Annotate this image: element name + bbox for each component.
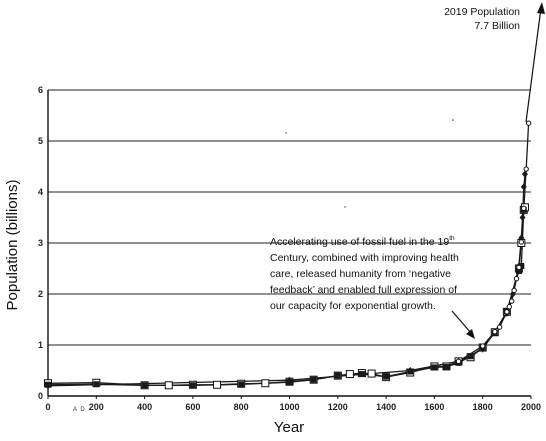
data-point-open-circle <box>492 329 498 335</box>
annotation-fossil-line-3: care, released humanity from ‘negative <box>270 268 451 280</box>
x-tick-label: 0 <box>45 402 50 412</box>
data-point-filled-square <box>93 381 100 388</box>
data-point-filled-square <box>189 382 196 389</box>
y-tick-label: 1 <box>38 340 43 350</box>
x-tick-label: 1000 <box>279 402 299 412</box>
data-point-open-circle <box>516 264 522 271</box>
y-tick-label: 5 <box>38 136 43 146</box>
x-tick-label: 2000 <box>521 402 541 412</box>
series-line-3 <box>47 174 526 387</box>
x-tick-label: 1600 <box>424 402 444 412</box>
data-point-open-circle <box>508 298 515 304</box>
data-point-open-square <box>345 370 354 379</box>
x-tick-label: 1800 <box>473 402 493 412</box>
y-tick-label: 0 <box>38 391 43 401</box>
data-point-filled-square <box>238 381 245 388</box>
annotation-2019-line-1: 2019 Population <box>444 6 520 18</box>
x-tick-label: 1200 <box>328 402 348 412</box>
data-point-filled-square <box>141 382 148 389</box>
grid-lines <box>48 89 531 346</box>
x-tick-label: 600 <box>185 402 200 412</box>
data-point-open-square <box>261 379 270 388</box>
data-point-filled-square <box>431 364 438 371</box>
x-axis-title: Year <box>274 419 304 436</box>
data-point-filled-square <box>467 353 474 360</box>
y-tick-label: 4 <box>38 187 43 197</box>
y-tick-labels: 0 1 2 3 4 5 6 <box>38 85 43 401</box>
data-point-open-circle <box>513 276 520 282</box>
x-tick-note: A D <box>73 407 86 413</box>
x-tick-label: 1400 <box>376 402 396 412</box>
data-point-filled-square <box>334 372 341 379</box>
x-tick-label: 800 <box>234 402 249 412</box>
x-tick-label: 400 <box>137 402 152 412</box>
data-point-filled-diamond <box>518 234 525 242</box>
annotation-fossil-arrow <box>451 310 472 334</box>
x-tick-labels: 0 200 400 600 800 1000 1200 1400 1600 1800 2000 <box>45 396 541 412</box>
data-point-open-circle <box>525 120 532 126</box>
data-point-open-circle <box>523 166 529 172</box>
data-point-open-circle <box>480 343 486 349</box>
annotation-fossil-fuel: Accelerating use of fossil fuel in the 1… <box>270 235 475 339</box>
annotation-2019-population: 2019 Population 7.7 Billion <box>444 2 545 123</box>
data-point-filled-square <box>358 371 365 378</box>
annotation-superscript: th <box>449 235 455 242</box>
data-point-open-square <box>367 369 376 378</box>
annotation-fossil-line-4: feedback’ and enabled full expression of <box>270 284 457 296</box>
data-point-filled-square <box>310 376 317 383</box>
y-tick-label: 3 <box>38 238 43 248</box>
y-axis-title: Population (billions) <box>4 180 21 311</box>
data-point-open-square <box>164 381 173 390</box>
annotation-fossil-line-2: Century, combined with improving health <box>270 252 459 264</box>
data-point-filled-square <box>443 363 450 370</box>
data-point-open-circle <box>506 304 512 310</box>
data-point-filled-diamond <box>286 376 293 384</box>
scan-speck <box>452 119 454 121</box>
data-point-filled-diamond <box>519 214 526 221</box>
data-series <box>44 120 532 390</box>
data-point-filled-square <box>383 373 390 380</box>
data-point-filled-diamond <box>407 367 414 374</box>
series-line-1 <box>47 207 526 386</box>
y-tick-label: 2 <box>38 289 43 299</box>
y-tick-label: 6 <box>38 85 43 95</box>
data-point-open-circle <box>521 205 527 212</box>
data-point-filled-diamond <box>45 382 51 390</box>
data-point-open-circle <box>504 309 510 315</box>
data-point-open-circle <box>511 287 517 294</box>
scan-speck <box>344 206 346 208</box>
data-point-open-circle <box>518 239 525 245</box>
data-point-open-square <box>213 380 222 389</box>
annotation-fossil-line-1: Accelerating use of fossil fuel in the 1… <box>270 235 455 248</box>
annotation-2019-arrow <box>525 7 542 123</box>
x-tick-label: 200 <box>89 402 104 412</box>
annotation-fossil-arrowhead <box>466 329 475 339</box>
annotation-2019-line-2: 7.7 Billion <box>474 20 520 32</box>
scan-speck <box>285 132 287 134</box>
annotation-fossil-line-5: our capacity for exponential growth. <box>270 300 436 312</box>
data-point-open-circle <box>455 358 462 365</box>
data-point-open-circle <box>496 324 503 330</box>
annotation-2019-arrowhead <box>537 2 545 14</box>
data-point-filled-diamond <box>521 170 528 178</box>
data-point-filled-square <box>515 268 522 275</box>
data-point-filled-diamond <box>520 183 527 191</box>
